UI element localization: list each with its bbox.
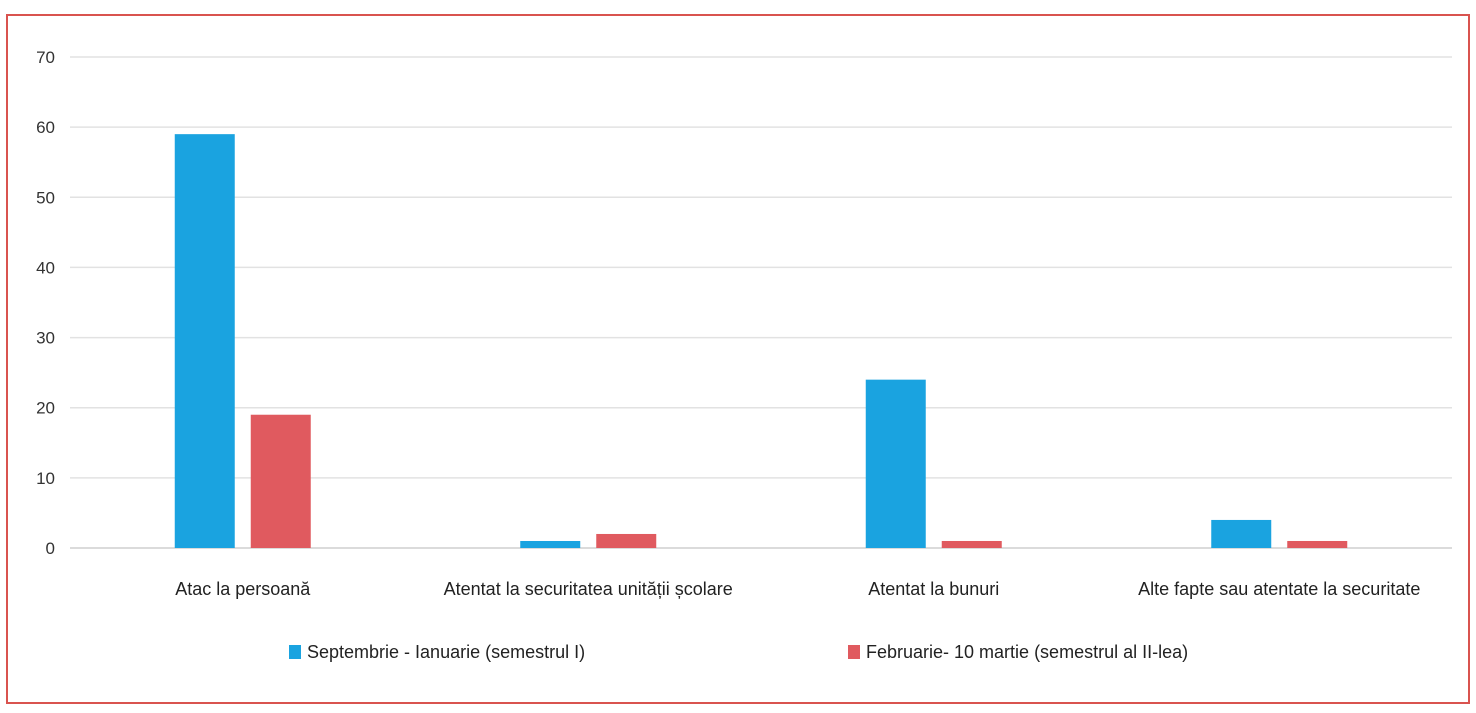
- y-tick-label: 60: [36, 118, 55, 137]
- x-category-label: Alte fapte sau atentate la securitate: [1138, 579, 1420, 599]
- bar-series-1: [865, 379, 926, 548]
- bar-series-2: [250, 414, 311, 548]
- bar-series-2: [941, 540, 1002, 548]
- bar-series-2: [596, 533, 657, 548]
- legend: Septembrie - Ianuarie (semestrul I) Febru…: [289, 642, 1188, 662]
- legend-swatch: [848, 645, 860, 659]
- legend-label: Februarie- 10 martie (semestrul al II-le…: [866, 642, 1188, 662]
- x-category-label: Atentat la bunuri: [868, 579, 999, 599]
- y-tick-label: 0: [46, 539, 55, 558]
- y-tick-label: 20: [36, 399, 55, 418]
- bars: [174, 134, 1348, 548]
- x-axis-categories: Atac la persoană Atentat la securitatea u…: [175, 579, 1420, 599]
- y-axis-ticks: 0 10 20 30 40 50 60 70: [36, 48, 55, 558]
- x-category-label: Atentat la securitatea unității școlare: [444, 579, 733, 599]
- x-category-label: Atac la persoană: [175, 579, 311, 599]
- chart-frame: [6, 14, 1470, 704]
- bar-series-1: [1211, 519, 1272, 548]
- y-tick-label: 70: [36, 48, 55, 67]
- legend-label: Septembrie - Ianuarie (semestrul I): [307, 642, 585, 662]
- y-tick-label: 10: [36, 469, 55, 488]
- legend-swatch: [289, 645, 301, 659]
- y-tick-label: 50: [36, 188, 55, 207]
- bar-series-1: [520, 540, 581, 548]
- y-tick-label: 40: [36, 258, 55, 277]
- bar-series-1: [174, 134, 235, 548]
- bar-series-2: [1287, 540, 1348, 548]
- y-tick-label: 30: [36, 329, 55, 348]
